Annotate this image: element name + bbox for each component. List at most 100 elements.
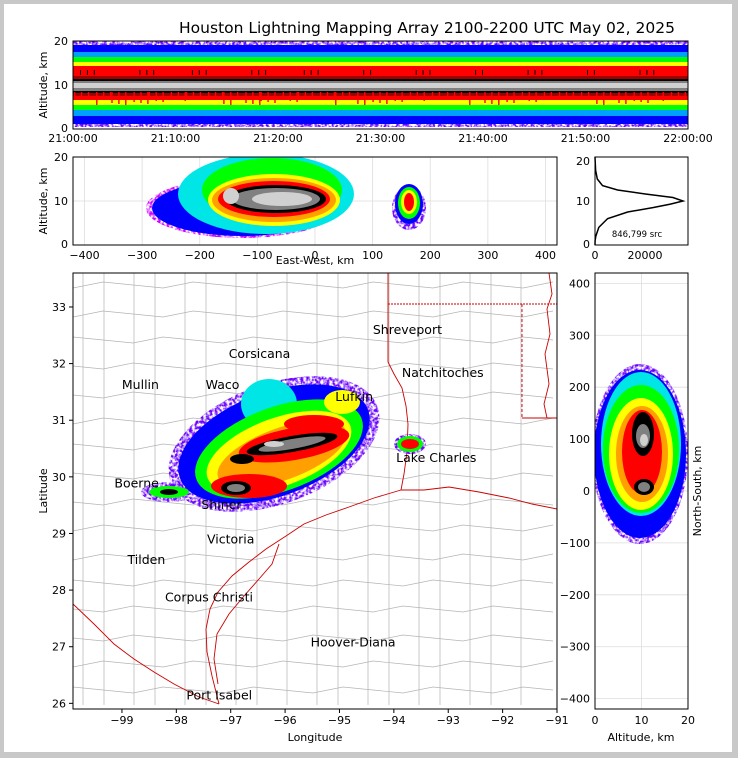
time-altitude-streak	[475, 70, 477, 75]
ns-ytick: 400	[569, 277, 590, 290]
latitude-tick: 27	[52, 641, 66, 654]
time-altitude-streak	[364, 92, 366, 105]
altitude-histogram-panel: 846,799 src 0 10 20 0 20000	[576, 155, 689, 262]
state-borders	[73, 273, 557, 705]
time-altitude-streak	[274, 92, 276, 103]
north-south-frame	[594, 272, 689, 710]
county-line	[469, 273, 471, 705]
time-altitude-streak	[251, 70, 253, 75]
ns-ytick: 200	[569, 381, 590, 394]
time-altitude-ylabel: Altitude, km	[37, 51, 50, 118]
time-altitude-streak	[74, 92, 76, 96]
county-line	[388, 273, 391, 705]
plan-density	[141, 376, 426, 512]
latitude-tick: 31	[52, 414, 66, 427]
ns-ytick: −200	[560, 589, 590, 602]
time-altitude-streak	[498, 92, 500, 105]
time-altitude-streak	[237, 92, 239, 96]
time-altitude-streak	[199, 92, 202, 99]
county-line	[103, 273, 105, 705]
time-altitude-streak	[223, 92, 225, 104]
time-altitude-streak	[447, 92, 449, 96]
time-altitude-streak	[655, 92, 657, 100]
time-altitude-streak	[363, 70, 365, 75]
ns-white	[640, 434, 648, 446]
city-shreveport: Shreveport	[373, 322, 442, 337]
county-line	[73, 336, 554, 344]
county-line	[73, 498, 554, 506]
ew-east-red	[404, 193, 414, 211]
time-altitude-streak	[415, 70, 417, 75]
time-altitude-streak	[639, 70, 641, 75]
time-altitude-streak	[409, 92, 412, 99]
time-altitude-streak	[453, 92, 456, 97]
time-altitude-streak	[230, 92, 232, 105]
time-altitude-streak	[476, 92, 478, 96]
band-blue-bottom	[73, 115, 688, 124]
city-corsicana: Corsicana	[229, 346, 291, 361]
time-altitude-streak	[401, 92, 403, 102]
ns-ytick: −100	[560, 537, 590, 550]
time-altitude-streak	[431, 92, 434, 98]
north-south-density	[595, 364, 688, 544]
longitude-tick: −92	[491, 714, 514, 727]
time-altitude-streak	[177, 92, 179, 100]
plan-view-ticks: −99 −98 −97 −96 −95 −94 −93 −92 −91 26 27 28 29 30 31 3…	[52, 301, 569, 727]
altitude-north-south-panel: North-South, km Altitude, km −400 −300 −20…	[560, 272, 704, 744]
county-line	[73, 605, 554, 613]
ns-ytick: 0	[583, 485, 590, 498]
time-altitude-streak	[506, 92, 508, 102]
time-altitude-streak	[147, 92, 149, 104]
time-altitude-streak	[348, 92, 351, 97]
time-altitude-streak	[572, 92, 575, 99]
city-boerne: Boerne	[114, 476, 159, 491]
time-altitude-streak	[139, 70, 141, 75]
time-altitude-streak	[513, 92, 515, 103]
time-altitude-streak	[422, 70, 424, 75]
plan-red-band-3	[284, 415, 344, 433]
band-violet-top	[73, 41, 688, 47]
time-tick-2100: 21:00:00	[48, 132, 97, 145]
county-line	[73, 553, 554, 561]
ns-xtick: 0	[592, 714, 599, 727]
time-altitude-streak	[603, 92, 605, 105]
time-altitude-streak	[148, 92, 150, 100]
mississippi-river-border	[543, 273, 553, 419]
time-tick-2200: 22:00:00	[663, 132, 712, 145]
city-labels: Shreveport Corsicana Natchitoches Mullin Wac…	[114, 322, 483, 702]
time-altitude-streak	[265, 70, 267, 75]
band-blue-top	[73, 45, 688, 53]
figure-frame: Houston Lightning Mapping Array 2100-220…	[4, 4, 732, 752]
county-line	[73, 362, 554, 370]
longitude-tick: −94	[382, 714, 405, 727]
time-altitude-streak	[282, 92, 284, 100]
ns-ytick: 100	[569, 433, 590, 446]
time-altitude-streak	[543, 92, 546, 99]
city-tilden: Tilden	[127, 552, 166, 567]
time-altitude-streaks	[74, 70, 686, 105]
time-altitude-streak	[319, 92, 322, 97]
time-altitude-streak	[208, 92, 210, 96]
county-line	[73, 310, 554, 318]
time-altitude-streak	[198, 70, 200, 75]
hist-ytick-0: 0	[583, 238, 590, 251]
city-mullin: Mullin	[122, 377, 159, 392]
time-altitude-streak	[96, 92, 98, 105]
time-altitude-streak	[587, 70, 588, 75]
louisiana-coast	[401, 486, 557, 510]
time-altitude-density	[73, 41, 688, 127]
ns-gray-2	[638, 482, 650, 492]
time-altitude-streak	[311, 92, 313, 100]
ns-ytick: −300	[560, 641, 590, 654]
latitude-tick: 33	[52, 301, 66, 314]
city-hoover-diana: Hoover-Diana	[311, 635, 396, 650]
time-altitude-streak	[534, 70, 536, 75]
time-altitude-streak	[646, 70, 648, 75]
time-altitude-streak	[103, 92, 105, 96]
time-altitude-streak	[429, 70, 431, 75]
north-south-xlabel: Altitude, km	[607, 731, 674, 744]
time-altitude-streak	[662, 92, 664, 101]
time-altitude-streak	[289, 92, 291, 101]
time-altitude-streak	[438, 92, 441, 99]
time-altitude-streak	[258, 70, 260, 75]
